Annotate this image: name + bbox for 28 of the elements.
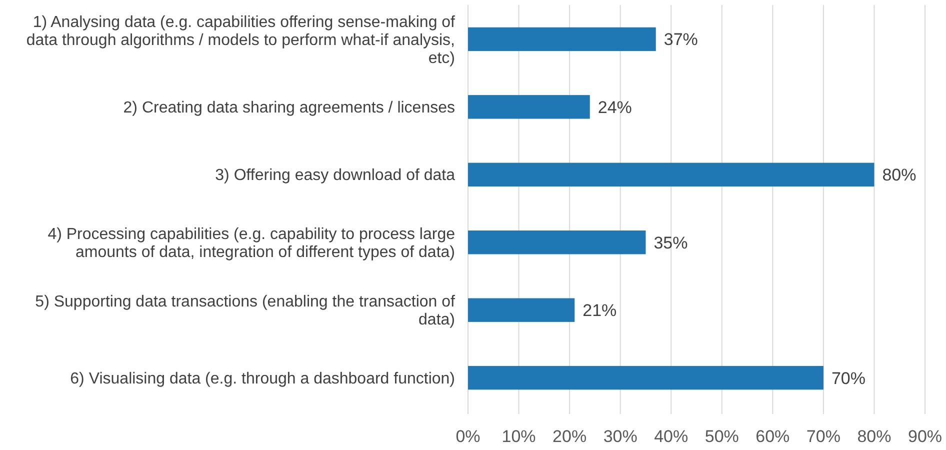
- data-label: 24%: [598, 98, 632, 117]
- x-tick-label: 50%: [704, 427, 739, 446]
- x-tick-label: 90%: [908, 427, 942, 446]
- data-label: 35%: [654, 233, 688, 252]
- y-tick-label: 5) Supporting data transactions (enabling the transaction of data): [35, 294, 456, 329]
- x-tick-label: 30%: [603, 427, 638, 446]
- data-label: 21%: [582, 301, 617, 320]
- y-tick-label: 4) Processing capabilities (e.g. capability to process large amounts of data, integration of different types of data): [48, 226, 456, 261]
- y-tick-label: 1) Analysing data (e.g. capabilities offering sense-making of data through algorithms / models to perform what-if analysis, etc): [26, 14, 456, 67]
- x-tick-label: 20%: [552, 427, 587, 446]
- y-tick-label: 3) Offering easy download of data: [215, 167, 456, 184]
- x-tick-label: 0%: [456, 427, 480, 446]
- x-tick-label: 80%: [857, 427, 892, 446]
- bar: [468, 95, 590, 119]
- bar: [468, 298, 575, 322]
- x-tick-label: 60%: [756, 427, 790, 446]
- y-tick-label: 6) Visualising data (e.g. through a dashboard function): [70, 370, 455, 388]
- bar: [468, 27, 656, 52]
- x-tick-label: 40%: [654, 427, 688, 446]
- data-label: 80%: [882, 166, 916, 185]
- bar: [468, 366, 824, 390]
- y-tick-label: 2) Creating data sharing agreements / licenses: [123, 100, 455, 117]
- x-tick-label: 70%: [806, 427, 840, 446]
- bar: [468, 230, 646, 254]
- data-label: 37%: [664, 30, 698, 50]
- data-label: 70%: [831, 368, 866, 388]
- x-tick-label: 10%: [502, 427, 536, 446]
- bar: [468, 162, 874, 186]
